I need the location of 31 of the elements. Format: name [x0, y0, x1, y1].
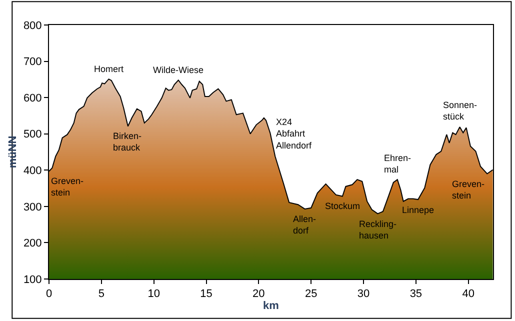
x-tick-label: 30: [357, 288, 370, 300]
x-tick-label: 25: [304, 288, 318, 300]
annotation: Ehren- mal: [384, 153, 412, 175]
annotation: Sonnen- stück: [443, 100, 478, 122]
annotation: Birken- brauck: [113, 131, 142, 153]
x-tick-label: 15: [200, 288, 212, 300]
y-tick-label: 300: [23, 201, 42, 214]
x-axis-title: km: [263, 300, 280, 312]
x-tick-label: 40: [462, 288, 474, 300]
annotation: X24 Abfahrt Allendorf: [276, 117, 312, 150]
y-tick-label: 500: [23, 128, 42, 141]
x-tick-label: 5: [98, 288, 104, 300]
x-tick-label: 20: [252, 288, 265, 300]
y-tick-label: 600: [23, 92, 42, 104]
annotation: Greven- stein: [452, 179, 485, 201]
annotation: Wilde-Wiese: [153, 65, 204, 75]
y-axis-title: müNN: [7, 136, 20, 168]
annotation: Reckling- hausen: [359, 219, 397, 241]
x-tick-label: 0: [46, 288, 52, 300]
y-tick-label: 800: [23, 20, 42, 32]
y-tick-label: 700: [23, 56, 42, 68]
x-tick-label: 35: [410, 288, 422, 300]
annotation: Stockum: [325, 201, 360, 211]
annotation: Linnepe: [402, 205, 434, 215]
annotation: Greven- stein: [51, 176, 84, 198]
y-tick-label: 400: [23, 164, 42, 177]
y-tick-label: 100: [23, 274, 42, 286]
x-tick-label: 10: [148, 288, 160, 300]
y-tick-label: 200: [23, 238, 42, 250]
annotation: Homert: [94, 64, 124, 74]
annotation: Allen- dorf: [293, 214, 316, 236]
